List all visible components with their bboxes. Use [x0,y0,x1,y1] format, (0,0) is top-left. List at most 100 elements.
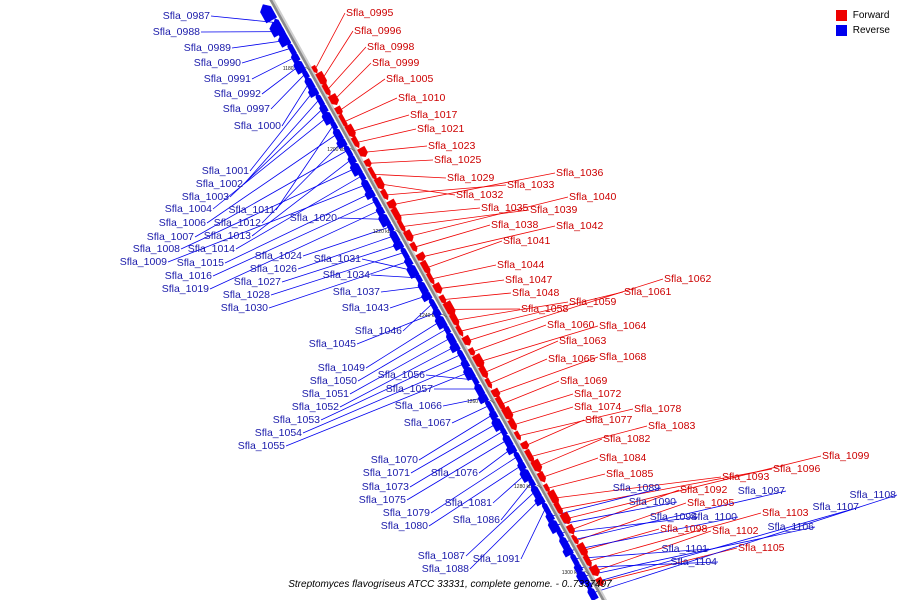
reverse-gene-arrow [315,92,326,107]
reverse-connector [577,561,719,569]
reverse-gene-arrow [347,155,358,166]
forward-gene-arrow [390,206,402,224]
forward-connector [321,30,354,80]
forward-gene-label: Sfla_1098 [660,523,707,535]
reverse-connector [251,158,352,237]
forward-gene-arrow [553,501,563,516]
reverse-gene-arrow [277,34,292,48]
forward-gene-label: Sfla_1005 [386,73,433,85]
gene-labels: Sfla_0995 Sfla_0996 Sfla_0998 Sfla_0999 Sfla… [120,7,896,575]
reverse-gene-label: Sfla_1080 [381,520,428,532]
forward-connector [595,530,712,572]
forward-connector [392,172,556,206]
forward-gene-label: Sfla_1041 [503,235,550,247]
forward-gene-arrow [582,554,592,568]
forward-gene-arrow [315,70,327,87]
tick-mark [349,147,356,152]
reverse-connector [567,516,739,552]
reverse-gene-label: Sfla_1089 [613,482,660,494]
reverse-gene-arrow [528,477,537,488]
forward-connector [517,408,634,437]
forward-gene-label: Sfla_1102 [712,525,759,537]
forward-gene-label: Sfla_1038 [491,219,538,231]
forward-connector [546,473,606,489]
forward-gene-arrow [386,198,397,209]
forward-gene-label: Sfla_1021 [417,123,464,135]
reverse-gene-label: Sfla_1081 [445,497,492,509]
backbone-shadow [269,0,608,600]
reverse-gene-label: Sfla_1079 [383,507,430,519]
reverse-connector [270,251,405,296]
forward-gene-arrow [425,272,435,285]
forward-gene-label: Sfla_1078 [634,403,681,415]
reverse-gene-label: Sfla_1106 [767,521,814,533]
tick-label: 1180 kbp [283,66,303,72]
forward-connector [455,301,569,321]
reverse-gene-label: Sfla_1030 [221,302,268,314]
forward-gene-label: Sfla_1103 [762,507,809,519]
reverse-connector [409,430,504,488]
forward-connector [500,380,560,405]
forward-connector [373,173,447,179]
reverse-gene-label: Sfla_1003 [182,191,229,203]
tick-mark [304,66,311,71]
forward-gene-arrow [570,534,577,541]
forward-swatch [835,10,847,21]
reverse-gene-arrow [319,104,329,115]
reverse-gene-label: Sfla_1002 [196,178,243,190]
tick-label: 1200 kbp [327,147,348,153]
forward-gene-label: Sfla_1040 [569,191,616,203]
reverse-gene-label: Sfla_1024 [255,250,302,262]
tick-mark [584,570,590,575]
reverse-gene-label: Sfla_1090 [629,496,676,508]
forward-connector [363,145,428,153]
reverse-connector [365,321,441,369]
reverse-gene-arrow [488,410,499,421]
forward-gene-label: Sfla_1032 [456,189,503,201]
forward-gene-arrow [490,389,496,396]
forward-connector [513,406,574,426]
reverse-connector [520,507,547,560]
forward-gene-label: Sfla_0995 [346,7,393,19]
forward-gene-label: Sfla_1010 [398,92,445,104]
forward-connector [333,62,372,101]
reverse-connector [500,481,532,521]
forward-gene-arrow [367,166,377,182]
reverse-gene-arrow [517,461,527,472]
reverse-gene-label: Sfla_0990 [194,57,241,69]
forward-gene-label: Sfla_1039 [530,204,577,216]
reverse-gene-arrow [573,563,584,574]
reverse-gene-arrow [330,120,339,131]
reverse-gene-label: Sfla_1097 [738,485,785,497]
legend-label-reverse: Reverse [852,25,890,36]
reverse-gene-label: Sfla_1055 [238,440,285,452]
forward-gene-arrow [409,241,418,252]
forward-connector [575,502,687,542]
reverse-gene-label: Sfla_1013 [204,230,251,242]
forward-gene-arrow [501,405,514,421]
forward-connector [537,438,603,467]
reverse-gene-label: Sfla_1104 [670,556,717,568]
reverse-gene-arrow [587,586,599,600]
reverse-connector [492,474,526,504]
reverse-gene-label: Sfla_1049 [318,362,365,374]
reverse-connector [418,414,494,461]
reverse-connector [249,91,314,172]
reverse-connector [302,226,391,257]
forward-connector [496,356,599,394]
reverse-connector [425,374,476,381]
forward-gene-label: Sfla_1072 [574,388,621,400]
forward-connector [467,278,664,342]
reverse-gene-label: Sfla_1067 [404,417,451,429]
forward-gene-arrow [311,64,318,74]
gene-arrows [260,4,604,600]
forward-connector [438,279,505,290]
reverse-swatch [835,25,847,36]
reverse-connector [591,494,898,594]
reverse-connector [235,175,363,250]
forward-gene-arrow [478,365,489,379]
forward-gene-label: Sfla_1063 [559,335,606,347]
reverse-gene-arrow [400,245,411,260]
